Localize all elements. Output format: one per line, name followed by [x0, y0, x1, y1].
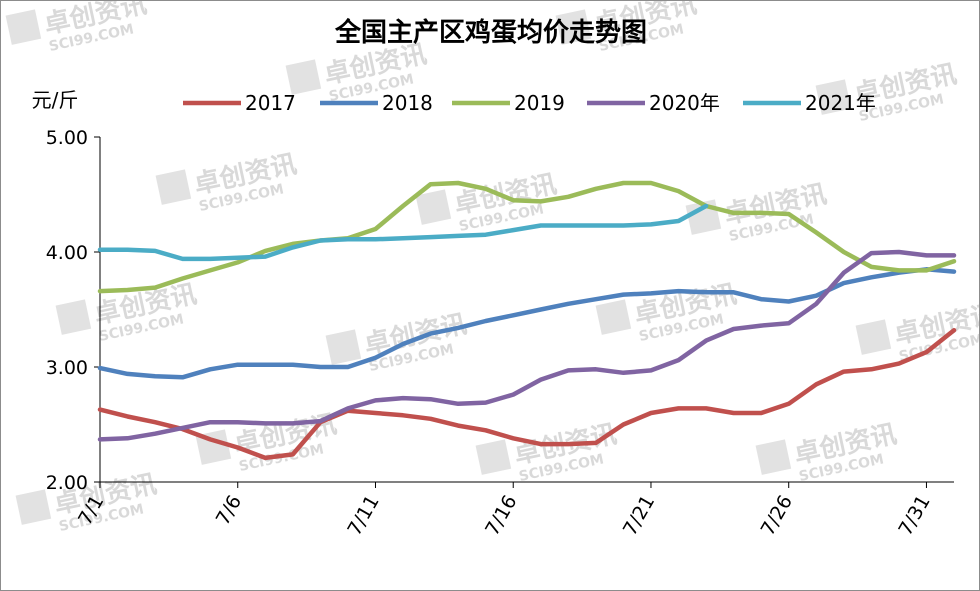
watermark-logo-icon — [325, 329, 362, 365]
watermark-logo-icon — [55, 299, 92, 335]
x-tick-label: 7/11 — [343, 492, 383, 540]
y-tick-label: 5.00 — [46, 127, 88, 149]
watermark-logo-icon — [855, 319, 892, 355]
legend-label: 2020年 — [649, 91, 720, 115]
series-line-2019 — [97, 180, 957, 294]
watermark-logo-icon — [15, 489, 52, 525]
legend-item: 2021年 — [743, 91, 876, 115]
series-line-2018 — [97, 267, 957, 380]
legend-item: 2017 — [183, 91, 296, 115]
legend-label: 2021年 — [805, 91, 876, 115]
watermark-logo-icon — [5, 9, 42, 45]
legend-item: 2019 — [452, 91, 565, 115]
watermark-logo-icon — [755, 439, 792, 475]
x-axis: 7/1 7/6 7/11 7/16 7/21 7/26 7/31 — [74, 481, 954, 540]
y-tick-label: 3.00 — [46, 357, 88, 379]
watermark-logo-icon — [475, 439, 512, 475]
series-line-2017 — [97, 327, 957, 461]
x-tick-label: 7/21 — [619, 492, 659, 540]
x-tick-label: 7/26 — [757, 492, 797, 540]
legend-item: 2020年 — [587, 91, 720, 115]
x-tick-label: 7/31 — [894, 492, 934, 540]
plot-area — [97, 180, 957, 461]
legend-label: 2018 — [382, 91, 433, 115]
series-line-2021年 — [97, 203, 709, 262]
watermark-logo-icon — [155, 169, 192, 205]
y-tick-label: 2.00 — [46, 472, 88, 494]
y-axis-label: 元/斤 — [32, 88, 79, 112]
watermark-logo-icon — [815, 79, 852, 115]
watermark-logo-icon — [285, 59, 322, 95]
legend-item: 2018 — [320, 91, 433, 115]
legend: 2017 2018 2019 2020年 2021年 — [183, 91, 876, 115]
watermark-logo-icon — [595, 299, 632, 335]
y-tick-label: 4.00 — [46, 242, 88, 264]
chart-title: 全国主产区鸡蛋均价走势图 — [334, 17, 647, 48]
watermark-logo-icon — [555, 9, 592, 45]
x-tick-label: 7/6 — [212, 492, 246, 529]
legend-label: 2017 — [245, 91, 296, 115]
series-line-2020年 — [97, 249, 957, 442]
watermark-logo-icon — [415, 189, 452, 225]
legend-label: 2019 — [514, 91, 565, 115]
y-axis: 5.00 4.00 3.00 2.00 — [46, 127, 101, 494]
x-tick-label: 7/16 — [481, 492, 521, 540]
